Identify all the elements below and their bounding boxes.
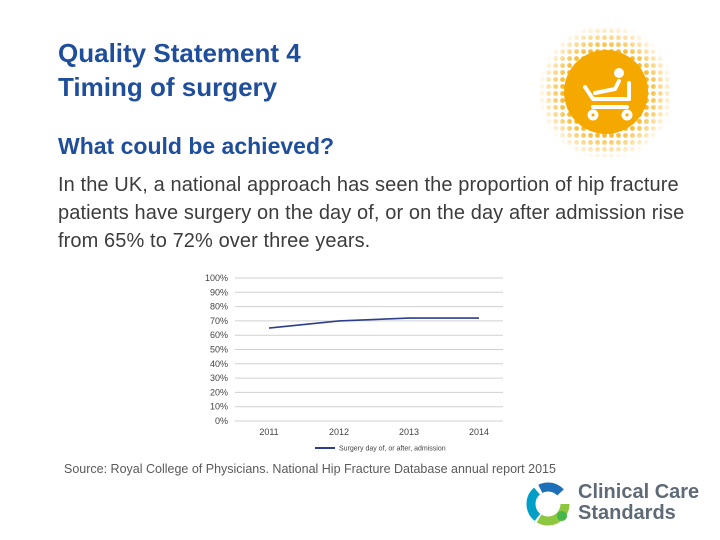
y-tick-label: 60% [210, 330, 228, 340]
y-tick-label: 80% [210, 302, 228, 312]
x-tick-label: 2011 [259, 427, 278, 437]
slide-title: Quality Statement 4 Timing of surgery [58, 36, 301, 104]
slide-body-text: In the UK, a national approach has seen … [58, 174, 685, 252]
y-tick-label: 90% [210, 287, 228, 297]
logo-line-1: Clinical Care [578, 481, 700, 503]
line-chart: 0% 10% 20% 30% 40% 50% 60% 70% 80% 90% 100% 2011 201… [205, 273, 503, 453]
source-citation: Source: Royal College of Physicians. Nat… [64, 462, 556, 476]
y-tick-label: 0% [215, 416, 228, 426]
y-tick-label: 100% [205, 273, 228, 283]
logo-wordmark: Clinical Care Standards [578, 482, 699, 524]
y-tick-label: 70% [210, 316, 228, 326]
slide-subtitle: What could be achieved? [58, 133, 335, 159]
x-tick-label: 2013 [399, 427, 419, 437]
series-line [268, 317, 479, 329]
title-line-2: Timing of surgery [58, 72, 278, 102]
logo-line-2: Standards [578, 502, 676, 524]
hospital-bed-patient-icon [583, 68, 633, 121]
y-tick-label: 10% [210, 402, 228, 412]
y-tick-label: 40% [210, 359, 228, 369]
y-tick-label: 30% [210, 373, 228, 383]
legend-label: Surgery day of, or after, admission [339, 446, 446, 453]
hospital-bed-badge [538, 27, 674, 157]
y-tick-label: 50% [210, 345, 228, 355]
y-tick-label: 20% [210, 387, 228, 397]
title-line-1: Quality Statement 4 [58, 38, 301, 68]
logo-rings-icon [526, 482, 570, 526]
x-tick-label: 2012 [329, 427, 349, 437]
x-tick-label: 2014 [469, 427, 489, 437]
clinical-care-standards-logo: Clinical Care Standards [522, 478, 712, 530]
